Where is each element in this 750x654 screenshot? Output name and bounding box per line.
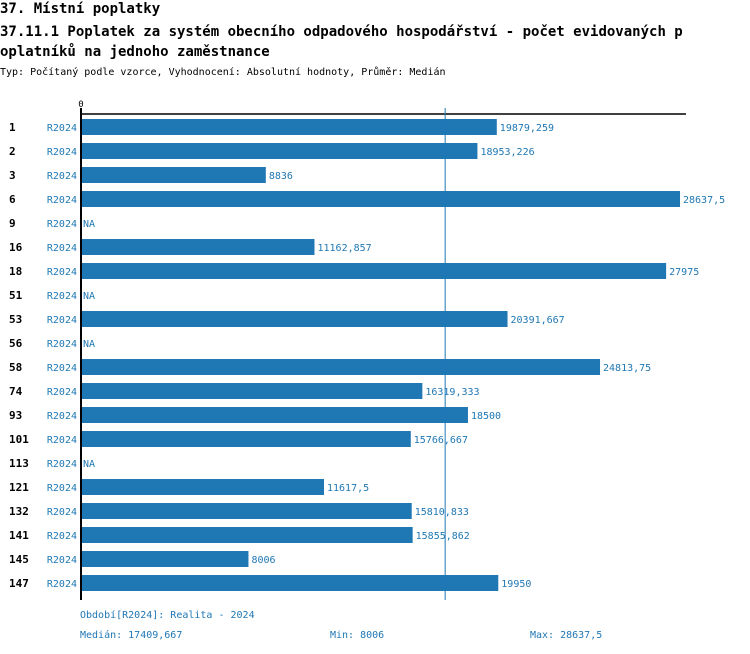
series-label: R2024 [47, 435, 77, 446]
chart-title-line2: oplatníků na jednoho zaměstnance [0, 44, 270, 60]
value-label: NA [83, 459, 95, 470]
value-label: 15855,862 [416, 531, 470, 542]
series-label: R2024 [47, 531, 77, 542]
series-label: R2024 [47, 315, 77, 326]
bar [81, 431, 411, 447]
series-label: R2024 [47, 387, 77, 398]
section-heading: 37. Místní poplatky [0, 1, 161, 17]
value-label: 11617,5 [327, 483, 369, 494]
series-label: R2024 [47, 507, 77, 518]
series-label: R2024 [47, 171, 77, 182]
category-label: 9 [9, 217, 16, 230]
category-label: 147 [9, 577, 29, 590]
min-summary: Min: 8006 [330, 630, 385, 641]
series-label: R2024 [47, 363, 77, 374]
series-label: R2024 [47, 243, 77, 254]
bar [81, 503, 412, 519]
category-label: 121 [9, 481, 29, 494]
value-label: 18953,226 [480, 147, 534, 158]
category-label: 113 [9, 457, 29, 470]
category-label: 93 [9, 409, 22, 422]
category-label: 6 [9, 193, 16, 206]
category-label: 132 [9, 505, 29, 518]
bar [81, 239, 315, 255]
series-label: R2024 [47, 579, 77, 590]
category-label: 2 [9, 145, 16, 158]
category-label: 141 [9, 529, 29, 542]
category-label: 74 [9, 385, 23, 398]
series-label: R2024 [47, 123, 77, 134]
category-label: 56 [9, 337, 23, 350]
bar [81, 191, 680, 207]
value-label: 8836 [269, 171, 293, 182]
value-label: 28637,5 [683, 195, 725, 206]
category-label: 53 [9, 313, 22, 326]
median-summary: Medián: 17409,667 [80, 630, 183, 641]
value-label: 15766,667 [414, 435, 468, 446]
category-label: 145 [9, 553, 29, 566]
series-label: R2024 [47, 291, 77, 302]
series-label: R2024 [47, 411, 77, 422]
bar [81, 119, 497, 135]
value-label: 15810,833 [415, 507, 469, 518]
value-label: NA [83, 219, 95, 230]
series-label: R2024 [47, 195, 77, 206]
series-label: R2024 [47, 483, 77, 494]
value-label: 20391,667 [511, 315, 565, 326]
bar [81, 407, 468, 423]
bar [81, 359, 601, 375]
chart-subtitle: Typ: Počítaný podle vzorce, Vyhodnocení:… [0, 67, 446, 78]
bar [81, 551, 249, 567]
chart-title-line1: 37.11.1 Poplatek za systém obecního odpa… [0, 24, 683, 40]
category-label: 58 [9, 361, 22, 374]
bar [81, 575, 499, 591]
category-label: 3 [9, 169, 16, 182]
series-label: R2024 [47, 339, 77, 350]
value-label: 8006 [251, 555, 275, 566]
bar [81, 479, 324, 495]
series-label: R2024 [47, 555, 77, 566]
value-label: 19879,259 [500, 123, 554, 134]
value-label: 24813,75 [603, 363, 651, 374]
category-label: 18 [9, 265, 22, 278]
x-tick-label: 0 [78, 100, 83, 110]
max-summary: Max: 28637,5 [530, 630, 603, 641]
category-label: 101 [9, 433, 29, 446]
series-label: R2024 [47, 147, 77, 158]
category-label: 16 [9, 241, 23, 254]
bar [81, 311, 508, 327]
value-label: 18500 [471, 411, 501, 422]
value-label: 27975 [669, 267, 699, 278]
series-label: R2024 [47, 459, 77, 470]
bar [81, 263, 667, 279]
series-label: R2024 [47, 219, 77, 230]
category-label: 51 [9, 289, 23, 302]
value-label: NA [83, 291, 95, 302]
value-label: 11162,857 [317, 243, 371, 254]
category-label: 1 [9, 121, 16, 134]
value-label: 19950 [501, 579, 531, 590]
bar [81, 167, 266, 183]
series-label: R2024 [47, 267, 77, 278]
bar [81, 527, 413, 543]
value-label: 16319,333 [425, 387, 479, 398]
period-legend: Období[R2024]: Realita - 2024 [80, 610, 255, 621]
bar [81, 143, 478, 159]
bar [81, 383, 423, 399]
value-label: NA [83, 339, 95, 350]
